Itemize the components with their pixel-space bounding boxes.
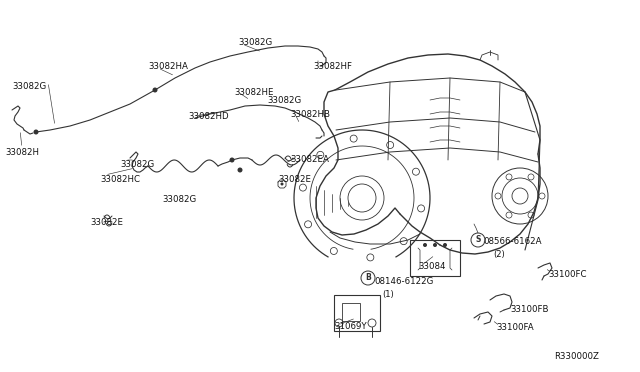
Text: 08566-6162A: 08566-6162A	[483, 237, 541, 246]
Circle shape	[423, 243, 427, 247]
Text: 33082G: 33082G	[238, 38, 272, 47]
Text: 31069Y: 31069Y	[334, 322, 367, 331]
Text: 33082G: 33082G	[120, 160, 154, 169]
Text: 33082E: 33082E	[278, 175, 311, 184]
Text: 33082HB: 33082HB	[290, 110, 330, 119]
Text: 33100FB: 33100FB	[510, 305, 548, 314]
Text: 33084: 33084	[418, 262, 445, 271]
Text: B: B	[365, 273, 371, 282]
Text: (2): (2)	[493, 250, 505, 259]
Circle shape	[152, 87, 157, 93]
Circle shape	[237, 167, 243, 173]
Circle shape	[230, 157, 234, 163]
Circle shape	[33, 129, 38, 135]
Text: 33100FA: 33100FA	[496, 323, 534, 332]
Circle shape	[433, 243, 437, 247]
Text: 33082G: 33082G	[267, 96, 301, 105]
Text: 33082HA: 33082HA	[148, 62, 188, 71]
Text: 33082HD: 33082HD	[188, 112, 228, 121]
Text: 33082HC: 33082HC	[100, 175, 140, 184]
Text: S: S	[476, 235, 481, 244]
Text: 33082G: 33082G	[12, 82, 46, 91]
Text: 33082HF: 33082HF	[313, 62, 352, 71]
Text: 33082G: 33082G	[162, 195, 196, 204]
Text: 33082E: 33082E	[90, 218, 123, 227]
Circle shape	[280, 183, 284, 186]
Circle shape	[443, 243, 447, 247]
Text: 33082H: 33082H	[5, 148, 39, 157]
Text: R330000Z: R330000Z	[554, 352, 599, 361]
Text: 08146-6122G: 08146-6122G	[374, 277, 433, 286]
Text: (1): (1)	[382, 290, 394, 299]
Text: 33100FC: 33100FC	[548, 270, 586, 279]
Text: 33082EA: 33082EA	[290, 155, 329, 164]
Text: 33082HE: 33082HE	[234, 88, 273, 97]
